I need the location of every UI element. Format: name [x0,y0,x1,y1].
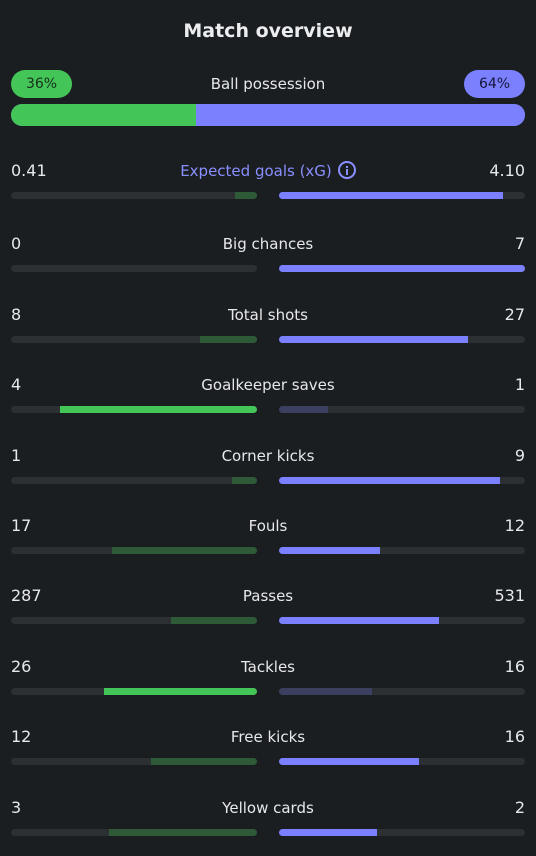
stat-label: Free kicks [11,726,525,748]
stat-label: Goalkeeper saves [11,374,525,396]
away-value: 1 [514,375,525,394]
stat-label-text: Yellow cards [222,799,314,817]
away-bar-fill [279,617,439,624]
home-value: 8 [11,305,22,324]
stat-label: Big chances [11,233,525,255]
home-bar-fill [200,336,257,343]
possession-header: 36% Ball possession 64% [11,70,525,98]
info-icon[interactable] [337,161,356,179]
home-bar-fill [60,406,257,413]
stat-row-yellow-cards: 3 Yellow cards 2 [11,797,525,845]
stat-row-fouls: 17 Fouls 12 [11,515,525,563]
home-value: 0.41 [11,161,47,180]
home-value: 26 [11,657,32,676]
stat-label: Passes [11,585,525,607]
home-bar-fill [109,829,257,836]
stat-label: Corner kicks [11,445,525,467]
stat-label-text: Corner kicks [221,447,315,465]
stat-row-total-shots: 8 Total shots 27 [11,304,525,352]
possession-bar-home [11,104,197,126]
stat-label: Fouls [11,515,525,537]
stat-row-tackles: 26 Tackles 16 [11,656,525,704]
away-bar-fill [279,192,503,199]
stat-row-big-chances: 0 Big chances 7 [11,233,525,281]
stat-label-text: Passes [242,587,294,605]
away-bar-fill [279,688,373,695]
home-value: 17 [11,516,32,535]
away-value: 12 [504,516,525,535]
away-value: 27 [504,305,525,324]
stat-label: Yellow cards [11,797,525,819]
away-value: 16 [504,727,525,746]
home-value: 3 [11,798,22,817]
home-bar-track [11,406,257,413]
away-value: 16 [504,657,525,676]
home-value: 4 [11,375,22,394]
away-value: 7 [514,234,525,253]
home-bar-fill [234,192,257,199]
away-bar-track [279,192,525,199]
home-bar-fill [111,547,257,554]
stat-label: Total shots [11,304,525,326]
stat-label-text: Fouls [248,517,288,535]
away-value: 4.10 [489,161,525,180]
away-bar-fill [279,477,501,484]
possession-bar-away [196,104,525,126]
away-bar-fill [279,547,380,554]
stat-label-text: Tackles [240,658,296,676]
home-bar-track [11,547,257,554]
page-title: Match overview [183,20,353,42]
home-value: 0 [11,234,22,253]
home-bar-track [11,758,257,765]
home-bar-fill [151,758,257,765]
away-bar-track [279,336,525,343]
home-bar-track [11,192,257,199]
stat-label-text: Free kicks [230,728,306,746]
away-bar-track [279,265,525,272]
home-bar-track [11,617,257,624]
stat-row-passes: 287 Passes 531 [11,585,525,633]
home-bar-fill [232,477,257,484]
stat-row-xg: 0.41 Expected goals (xG) 4.10 [11,160,525,208]
home-bar-track [11,265,257,272]
away-bar-fill [279,406,329,413]
stat-row-corner-kicks: 1 Corner kicks 9 [11,445,525,493]
home-value: 12 [11,727,32,746]
home-bar-fill [170,617,257,624]
stat-label[interactable]: Expected goals (xG) [11,160,525,182]
home-bar-track [11,336,257,343]
stat-row-goalkeeper-saves: 4 Goalkeeper saves 1 [11,374,525,422]
home-bar-track [11,829,257,836]
possession-label: Ball possession [210,75,326,93]
away-bar-fill [279,265,525,272]
home-value: 287 [11,586,42,605]
away-value: 9 [514,446,525,465]
away-bar-fill [279,758,420,765]
away-bar-fill [279,336,469,343]
away-value: 2 [514,798,525,817]
away-possession-badge: 64% [464,70,525,98]
stat-label-text: Expected goals (xG) [180,162,332,180]
away-bar-fill [279,829,378,836]
home-bar-track [11,477,257,484]
away-bar-track [279,829,525,836]
away-value: 531 [494,586,525,605]
away-bar-track [279,547,525,554]
home-bar-track [11,688,257,695]
home-value: 1 [11,446,22,465]
possession-bar [11,104,525,126]
away-bar-track [279,758,525,765]
stat-label-text: Goalkeeper saves [201,376,335,394]
home-bar-fill [104,688,257,695]
away-bar-track [279,406,525,413]
stat-label-text: Big chances [222,235,314,253]
away-bar-track [279,477,525,484]
away-bar-track [279,617,525,624]
stat-row-free-kicks: 12 Free kicks 16 [11,726,525,774]
home-possession-badge: 36% [11,70,72,98]
stat-label-text: Total shots [228,306,308,324]
stat-label: Tackles [11,656,525,678]
away-bar-track [279,688,525,695]
